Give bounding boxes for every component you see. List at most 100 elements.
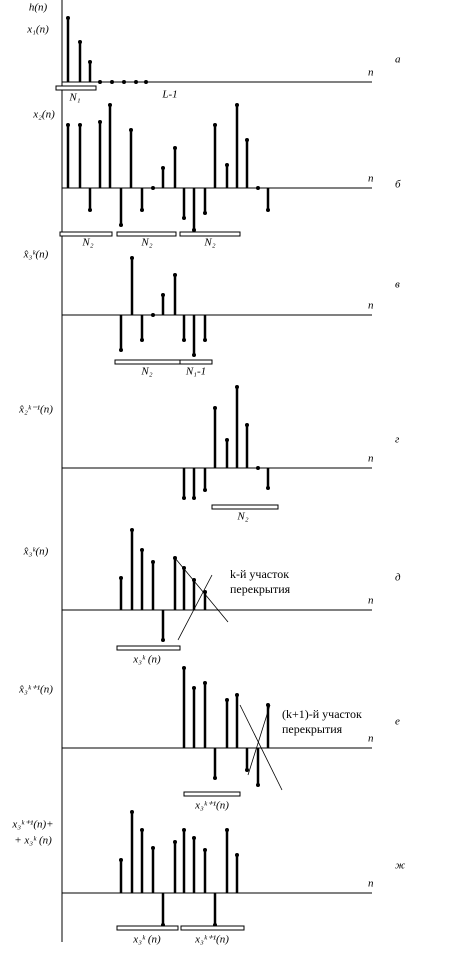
stem-dot (235, 385, 239, 389)
signal-label: x₃ᵏ⁺¹(n)+ (11, 819, 53, 831)
stem-dot (235, 103, 239, 107)
axis-label: n (368, 878, 374, 890)
stem-dot (130, 528, 134, 532)
stem-dot (182, 496, 186, 500)
segment-box (55, 85, 97, 91)
axis-label: n (368, 595, 374, 607)
stem-dot (130, 256, 134, 260)
stem-dot (192, 578, 196, 582)
stem-dot (245, 768, 249, 772)
stem-dot (266, 703, 270, 707)
stem-dot (161, 638, 165, 642)
stem-dot (144, 80, 148, 84)
stem-dot (151, 186, 155, 190)
stem-dot (134, 80, 138, 84)
signal-label: h(n) (29, 2, 48, 14)
annotation: k-й участок (230, 567, 289, 581)
segment-label: N₁-1 (185, 366, 206, 378)
stem-dot (266, 486, 270, 490)
segment-box (179, 231, 241, 237)
stem-dot (225, 438, 229, 442)
panel-letter: д (395, 572, 401, 584)
stem-dot (192, 496, 196, 500)
segment-box (59, 231, 113, 237)
stem-dot (151, 846, 155, 850)
panel-letter: ж (395, 860, 406, 872)
stem-dot (88, 208, 92, 212)
stem-dot (192, 228, 196, 232)
signal-label: x̂₃ᵏ(n) (23, 249, 49, 261)
stem-dot (151, 560, 155, 564)
segment-box (116, 231, 177, 237)
panel-letter: г (395, 434, 400, 446)
stem-dot (213, 776, 217, 780)
segment-label: N₂ (203, 237, 215, 249)
segment-label: x₃ᵏ (n) (132, 654, 161, 666)
stem-dot (266, 208, 270, 212)
signal-label: x̂₂ᵏ⁻¹(n) (18, 404, 53, 416)
overlap-marker (177, 574, 213, 641)
annotation: перекрытия (230, 582, 291, 596)
panel-letter: в (395, 279, 400, 291)
stem-dot (140, 548, 144, 552)
stem-dot (130, 810, 134, 814)
stem-dot (225, 163, 229, 167)
stem-dot (119, 348, 123, 352)
stem-dot (173, 273, 177, 277)
signal-label: x₁(n) (26, 24, 49, 36)
stem-dot (182, 338, 186, 342)
stem-dot (256, 783, 260, 787)
segment-label: N₂ (81, 237, 93, 249)
stem-dot (203, 488, 207, 492)
stem-dot (192, 353, 196, 357)
segment-label: N₂ (236, 511, 248, 523)
stem-dot (98, 120, 102, 124)
stem-dot (225, 698, 229, 702)
panel-letter: б (395, 179, 401, 191)
stem-dot (182, 216, 186, 220)
stem-dot (108, 103, 112, 107)
stem-dot (235, 853, 239, 857)
segment-box (183, 791, 241, 797)
annotation: перекрытия (282, 722, 343, 736)
signal-label: x₂(n) (32, 109, 55, 121)
segment-box (180, 925, 245, 931)
signal-label: x̂₃ᵏ(n) (23, 546, 49, 558)
stem-dot (245, 138, 249, 142)
stem-dot (173, 146, 177, 150)
stem-dot (140, 828, 144, 832)
stem-dot (173, 840, 177, 844)
segment-label: N₁ (68, 92, 80, 104)
annotation: (k+1)-й участок (282, 707, 362, 721)
stem-dot (203, 681, 207, 685)
panel-letter: а (395, 54, 401, 66)
stem-dot (88, 60, 92, 64)
stem-dot (203, 338, 207, 342)
segment-box (114, 359, 181, 365)
stem-dot (66, 123, 70, 127)
stem-dot (256, 466, 260, 470)
panel-letter: е (395, 716, 400, 728)
stem-dot (119, 223, 123, 227)
overlap-marker (174, 557, 229, 623)
stem-dot (119, 858, 123, 862)
segment-box (116, 645, 181, 651)
stem-dot (235, 693, 239, 697)
signal-label: x̂₃ᵏ⁺¹(n) (18, 684, 53, 696)
segment-label: L-1 (161, 89, 177, 101)
stem-dot (151, 313, 155, 317)
stem-dot (119, 576, 123, 580)
signal-label: + x₃ᵏ (n) (14, 835, 52, 847)
stem-dot (78, 123, 82, 127)
overlap-marker (247, 704, 271, 776)
segment-label: x₃ᵏ (n) (132, 934, 161, 946)
stem-dot (192, 836, 196, 840)
segment-box (116, 925, 179, 931)
stem-dot (78, 40, 82, 44)
stem-dot (122, 80, 126, 84)
stem-dot (161, 293, 165, 297)
stem-dot (192, 686, 196, 690)
stem-dot (161, 166, 165, 170)
axis-label: n (368, 67, 374, 79)
